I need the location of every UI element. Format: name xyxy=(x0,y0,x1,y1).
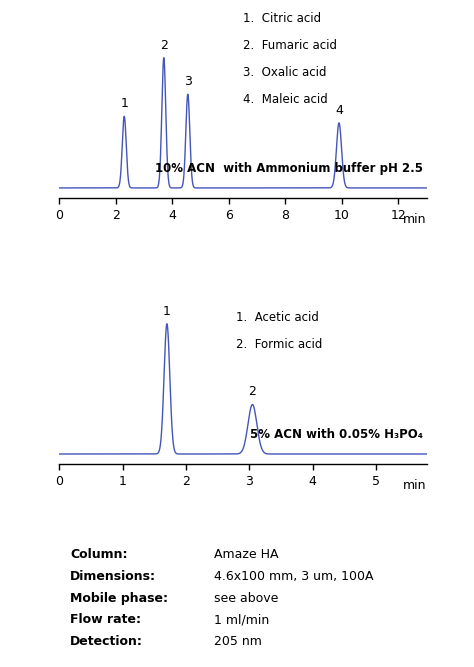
Text: 2: 2 xyxy=(248,386,256,398)
Text: 3: 3 xyxy=(184,75,192,88)
Text: 4.  Maleic acid: 4. Maleic acid xyxy=(243,93,328,106)
Text: 10% ACN  with Ammonium buffer pH 2.5: 10% ACN with Ammonium buffer pH 2.5 xyxy=(155,162,423,175)
Text: 4: 4 xyxy=(335,103,343,117)
Text: see above: see above xyxy=(213,592,278,605)
Text: 1.  Citric acid: 1. Citric acid xyxy=(243,13,321,25)
Text: Mobile phase:: Mobile phase: xyxy=(70,592,168,605)
Text: 1 ml/min: 1 ml/min xyxy=(213,614,269,626)
Text: 2: 2 xyxy=(160,39,168,51)
Text: 1: 1 xyxy=(120,97,128,110)
Text: 2.  Formic acid: 2. Formic acid xyxy=(236,338,322,351)
Text: 3.  Oxalic acid: 3. Oxalic acid xyxy=(243,66,327,79)
Text: Detection:: Detection: xyxy=(70,635,143,648)
Text: Dimensions:: Dimensions: xyxy=(70,570,156,583)
Text: 2.  Fumaric acid: 2. Fumaric acid xyxy=(243,39,337,52)
Text: 4.6x100 mm, 3 um, 100A: 4.6x100 mm, 3 um, 100A xyxy=(213,570,373,583)
Text: min: min xyxy=(403,213,427,226)
Text: 205 nm: 205 nm xyxy=(213,635,262,648)
Text: min: min xyxy=(403,480,427,492)
Text: Amaze HA: Amaze HA xyxy=(213,548,278,561)
Text: 1.  Acetic acid: 1. Acetic acid xyxy=(236,311,319,324)
Text: 1: 1 xyxy=(163,305,171,317)
Text: 5% ACN with 0.05% H₃PO₄: 5% ACN with 0.05% H₃PO₄ xyxy=(250,428,423,441)
Text: Flow rate:: Flow rate: xyxy=(70,614,141,626)
Text: Column:: Column: xyxy=(70,548,128,561)
